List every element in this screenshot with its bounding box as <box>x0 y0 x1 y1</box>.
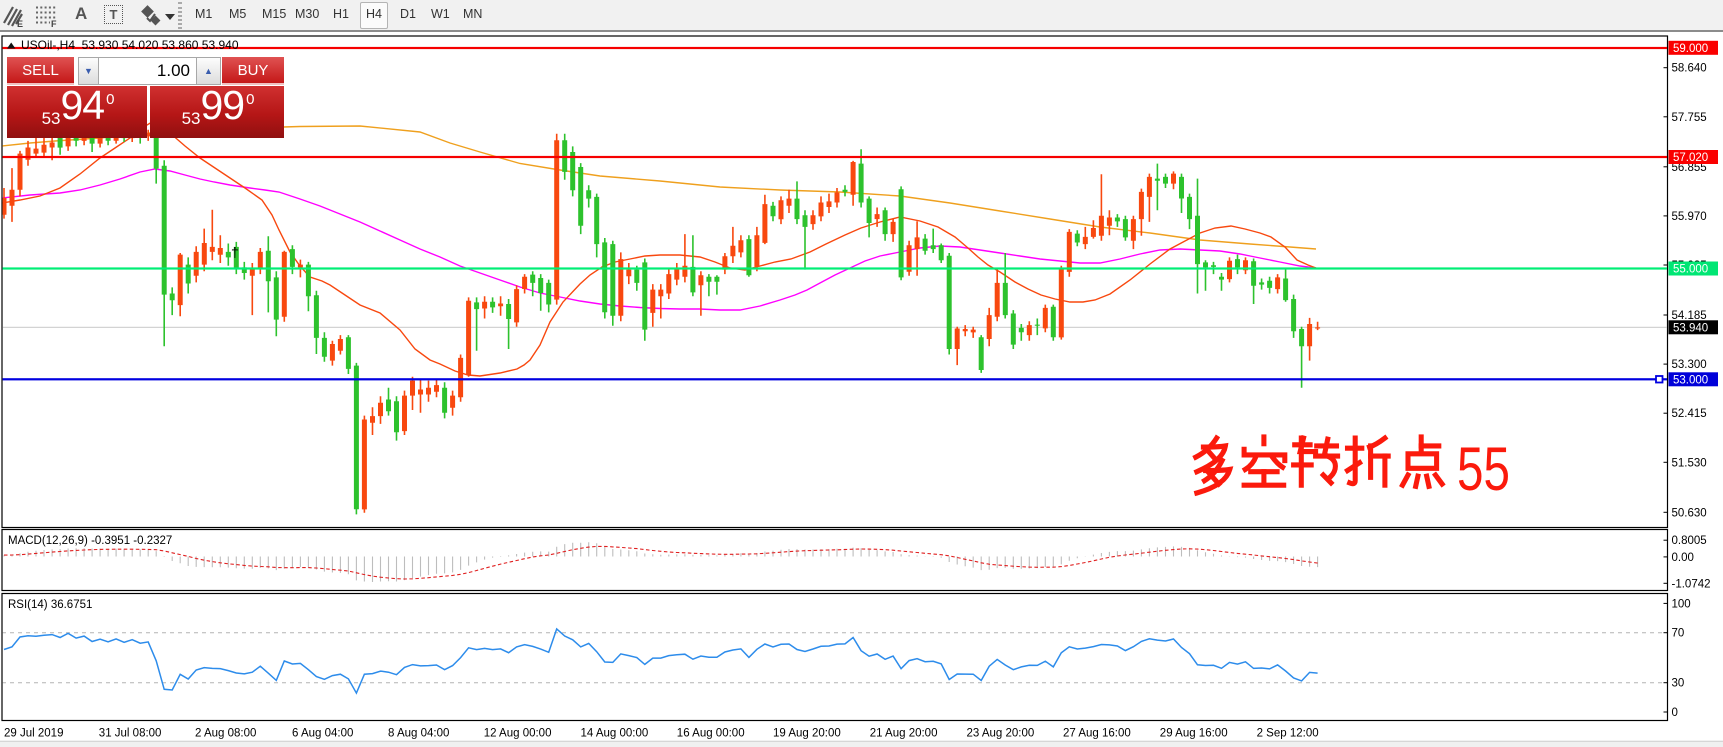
svg-text:-1.0742: -1.0742 <box>1672 578 1711 590</box>
svg-text:0.00: 0.00 <box>1672 552 1694 564</box>
svg-text:0.8005: 0.8005 <box>1672 535 1707 547</box>
svg-text:E: E <box>17 19 23 28</box>
svg-text:2 Aug 08:00: 2 Aug 08:00 <box>195 728 256 740</box>
svg-text:30: 30 <box>1672 678 1685 690</box>
svg-text:12 Aug 00:00: 12 Aug 00:00 <box>484 728 552 740</box>
svg-text:70: 70 <box>1672 628 1685 640</box>
svg-text:8 Aug 04:00: 8 Aug 04:00 <box>388 728 449 740</box>
svg-text:2 Sep 12:00: 2 Sep 12:00 <box>1257 728 1319 740</box>
svg-text:57.755: 57.755 <box>1672 112 1707 124</box>
svg-text:21 Aug 20:00: 21 Aug 20:00 <box>870 728 938 740</box>
svg-text:27 Aug 16:00: 27 Aug 16:00 <box>1063 728 1131 740</box>
svg-text:53.300: 53.300 <box>1672 359 1707 371</box>
svg-text:23 Aug 20:00: 23 Aug 20:00 <box>967 728 1035 740</box>
svg-text:100: 100 <box>1672 598 1691 610</box>
svg-text:MACD(12,26,9) -0.3951 -0.2327: MACD(12,26,9) -0.3951 -0.2327 <box>8 535 172 547</box>
svg-text:55: 55 <box>1457 434 1510 503</box>
svg-text:54.185: 54.185 <box>1672 310 1707 322</box>
svg-text:53.000: 53.000 <box>1673 374 1708 386</box>
svg-text:0: 0 <box>1672 707 1678 719</box>
svg-text:58.640: 58.640 <box>1672 63 1707 75</box>
svg-text:†: † <box>231 244 239 260</box>
svg-text:31 Jul 08:00: 31 Jul 08:00 <box>99 728 162 740</box>
svg-text:6 Aug 04:00: 6 Aug 04:00 <box>292 728 353 740</box>
svg-text:53.940: 53.940 <box>1673 322 1708 334</box>
svg-text:USOil-,H4 53.930 54.020 53.86: USOil-,H4 53.930 54.020 53.860 53.940 <box>21 38 239 52</box>
svg-text:56.855: 56.855 <box>1672 162 1707 174</box>
svg-text:51.530: 51.530 <box>1672 457 1707 469</box>
svg-text:59.000: 59.000 <box>1673 43 1708 55</box>
svg-text:16 Aug 00:00: 16 Aug 00:00 <box>677 728 745 740</box>
svg-text:50.630: 50.630 <box>1672 507 1707 519</box>
svg-text:14 Aug 00:00: 14 Aug 00:00 <box>581 728 649 740</box>
svg-text:19 Aug 20:00: 19 Aug 20:00 <box>773 728 841 740</box>
svg-text:57.020: 57.020 <box>1673 152 1708 164</box>
svg-text:52.415: 52.415 <box>1672 408 1707 420</box>
svg-text:F: F <box>51 19 57 28</box>
svg-text:RSI(14) 36.6751: RSI(14) 36.6751 <box>8 599 92 611</box>
svg-text:55.970: 55.970 <box>1672 211 1707 223</box>
svg-text:55.000: 55.000 <box>1673 264 1708 276</box>
svg-text:29 Jul 2019: 29 Jul 2019 <box>4 728 63 740</box>
svg-text:29 Aug 16:00: 29 Aug 16:00 <box>1160 728 1228 740</box>
